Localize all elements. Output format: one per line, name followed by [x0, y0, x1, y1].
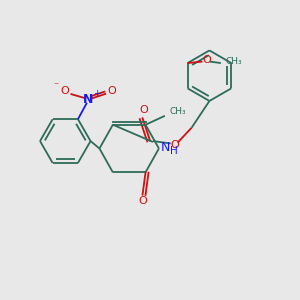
Text: CH₃: CH₃	[225, 57, 242, 66]
Text: H: H	[170, 146, 178, 157]
Text: CH₃: CH₃	[169, 107, 186, 116]
Text: O: O	[140, 105, 148, 115]
Text: ⁻: ⁻	[53, 82, 58, 92]
Text: O: O	[202, 55, 211, 65]
Text: N: N	[161, 140, 170, 154]
Text: O: O	[60, 86, 69, 96]
Text: O: O	[170, 140, 179, 150]
Text: O: O	[138, 196, 147, 206]
Text: N: N	[83, 93, 94, 106]
Text: +: +	[93, 89, 100, 98]
Text: O: O	[108, 86, 116, 96]
